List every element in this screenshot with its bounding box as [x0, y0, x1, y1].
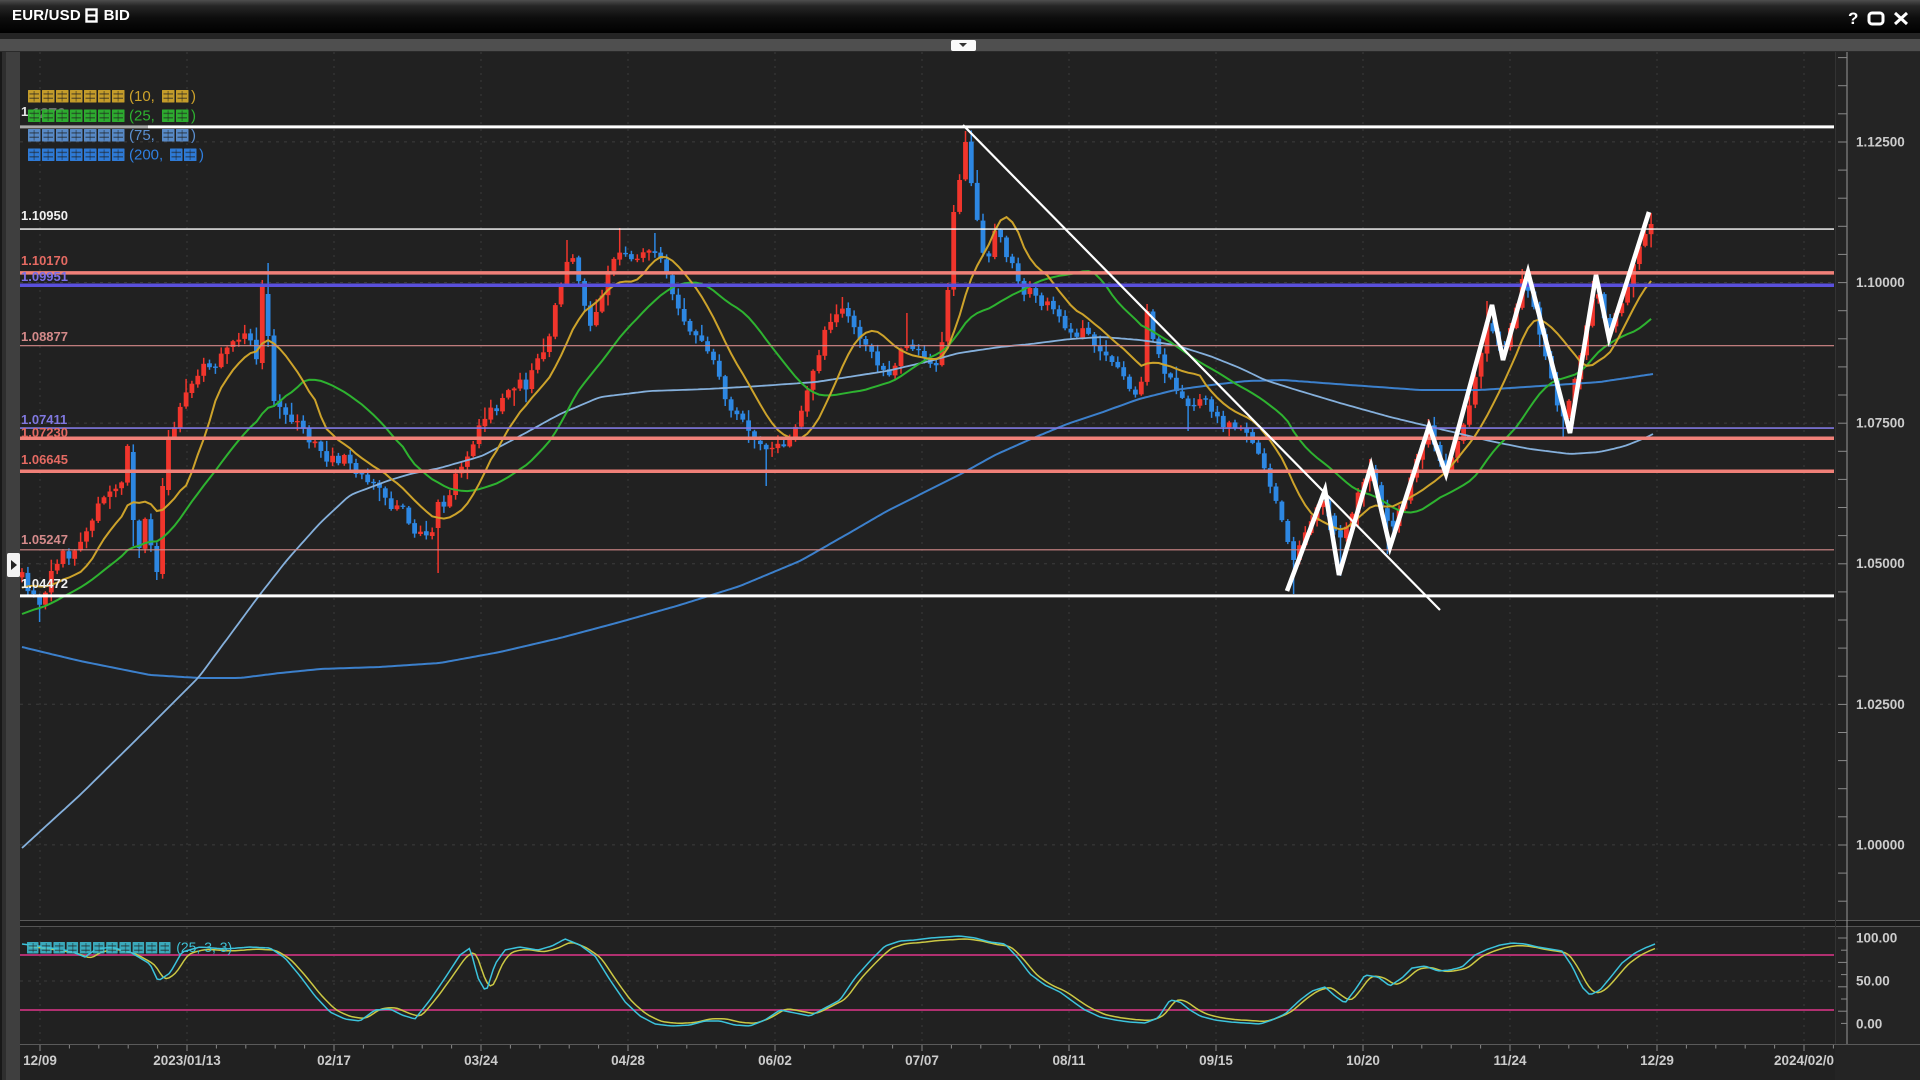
- svg-text:04/28: 04/28: [611, 1053, 645, 1068]
- svg-text:12/09: 12/09: [23, 1053, 57, 1068]
- svg-text:12/29: 12/29: [1640, 1053, 1674, 1068]
- svg-text:1.10950: 1.10950: [21, 208, 68, 223]
- svg-text:): ): [199, 147, 204, 164]
- svg-text:1.05000: 1.05000: [1856, 556, 1905, 571]
- svg-text:09/15: 09/15: [1199, 1053, 1233, 1068]
- svg-text:02/17: 02/17: [317, 1053, 351, 1068]
- svg-text:06/02: 06/02: [758, 1053, 792, 1068]
- svg-text:(75,: (75,: [129, 127, 155, 144]
- svg-text:10/20: 10/20: [1346, 1053, 1380, 1068]
- svg-text:): ): [191, 127, 196, 144]
- svg-text:1.00000: 1.00000: [1856, 837, 1905, 852]
- svg-text:1.07500: 1.07500: [1856, 416, 1905, 431]
- svg-text:1.02500: 1.02500: [1856, 697, 1905, 712]
- svg-text:1.05247: 1.05247: [21, 532, 68, 547]
- svg-text:07/07: 07/07: [905, 1053, 939, 1068]
- svg-text:1.: 1.: [21, 104, 32, 119]
- svg-text:2024/02/0: 2024/02/0: [1774, 1053, 1834, 1068]
- svg-text:): ): [191, 88, 196, 105]
- svg-text:(10,: (10,: [129, 88, 155, 105]
- svg-text:1.07230: 1.07230: [21, 425, 68, 440]
- svg-text:1.07411: 1.07411: [21, 412, 67, 427]
- svg-text:1.10000: 1.10000: [1856, 275, 1905, 290]
- svg-text:1.06645: 1.06645: [21, 452, 68, 467]
- svg-text:(25, 3, 3): (25, 3, 3): [176, 939, 232, 955]
- svg-text:50.00: 50.00: [1856, 974, 1890, 989]
- svg-text:03/24: 03/24: [464, 1053, 498, 1068]
- svg-text:08/11: 08/11: [1052, 1053, 1086, 1068]
- svg-text:1.10170: 1.10170: [21, 253, 68, 268]
- svg-text:11/24: 11/24: [1493, 1053, 1527, 1068]
- svg-text:2023/01/13: 2023/01/13: [153, 1053, 221, 1068]
- svg-text:1.04472: 1.04472: [21, 576, 68, 591]
- svg-text:?: ?: [1848, 9, 1858, 28]
- svg-text:100.00: 100.00: [1856, 931, 1897, 946]
- svg-text:1.08877: 1.08877: [21, 329, 68, 344]
- svg-text:1.12500: 1.12500: [1856, 134, 1905, 149]
- svg-text:1.09951: 1.09951: [21, 269, 68, 284]
- svg-text:(25,: (25,: [129, 108, 155, 125]
- svg-text:0.00: 0.00: [1856, 1017, 1882, 1032]
- svg-text:(200,: (200,: [129, 147, 163, 164]
- svg-text:): ): [191, 108, 196, 125]
